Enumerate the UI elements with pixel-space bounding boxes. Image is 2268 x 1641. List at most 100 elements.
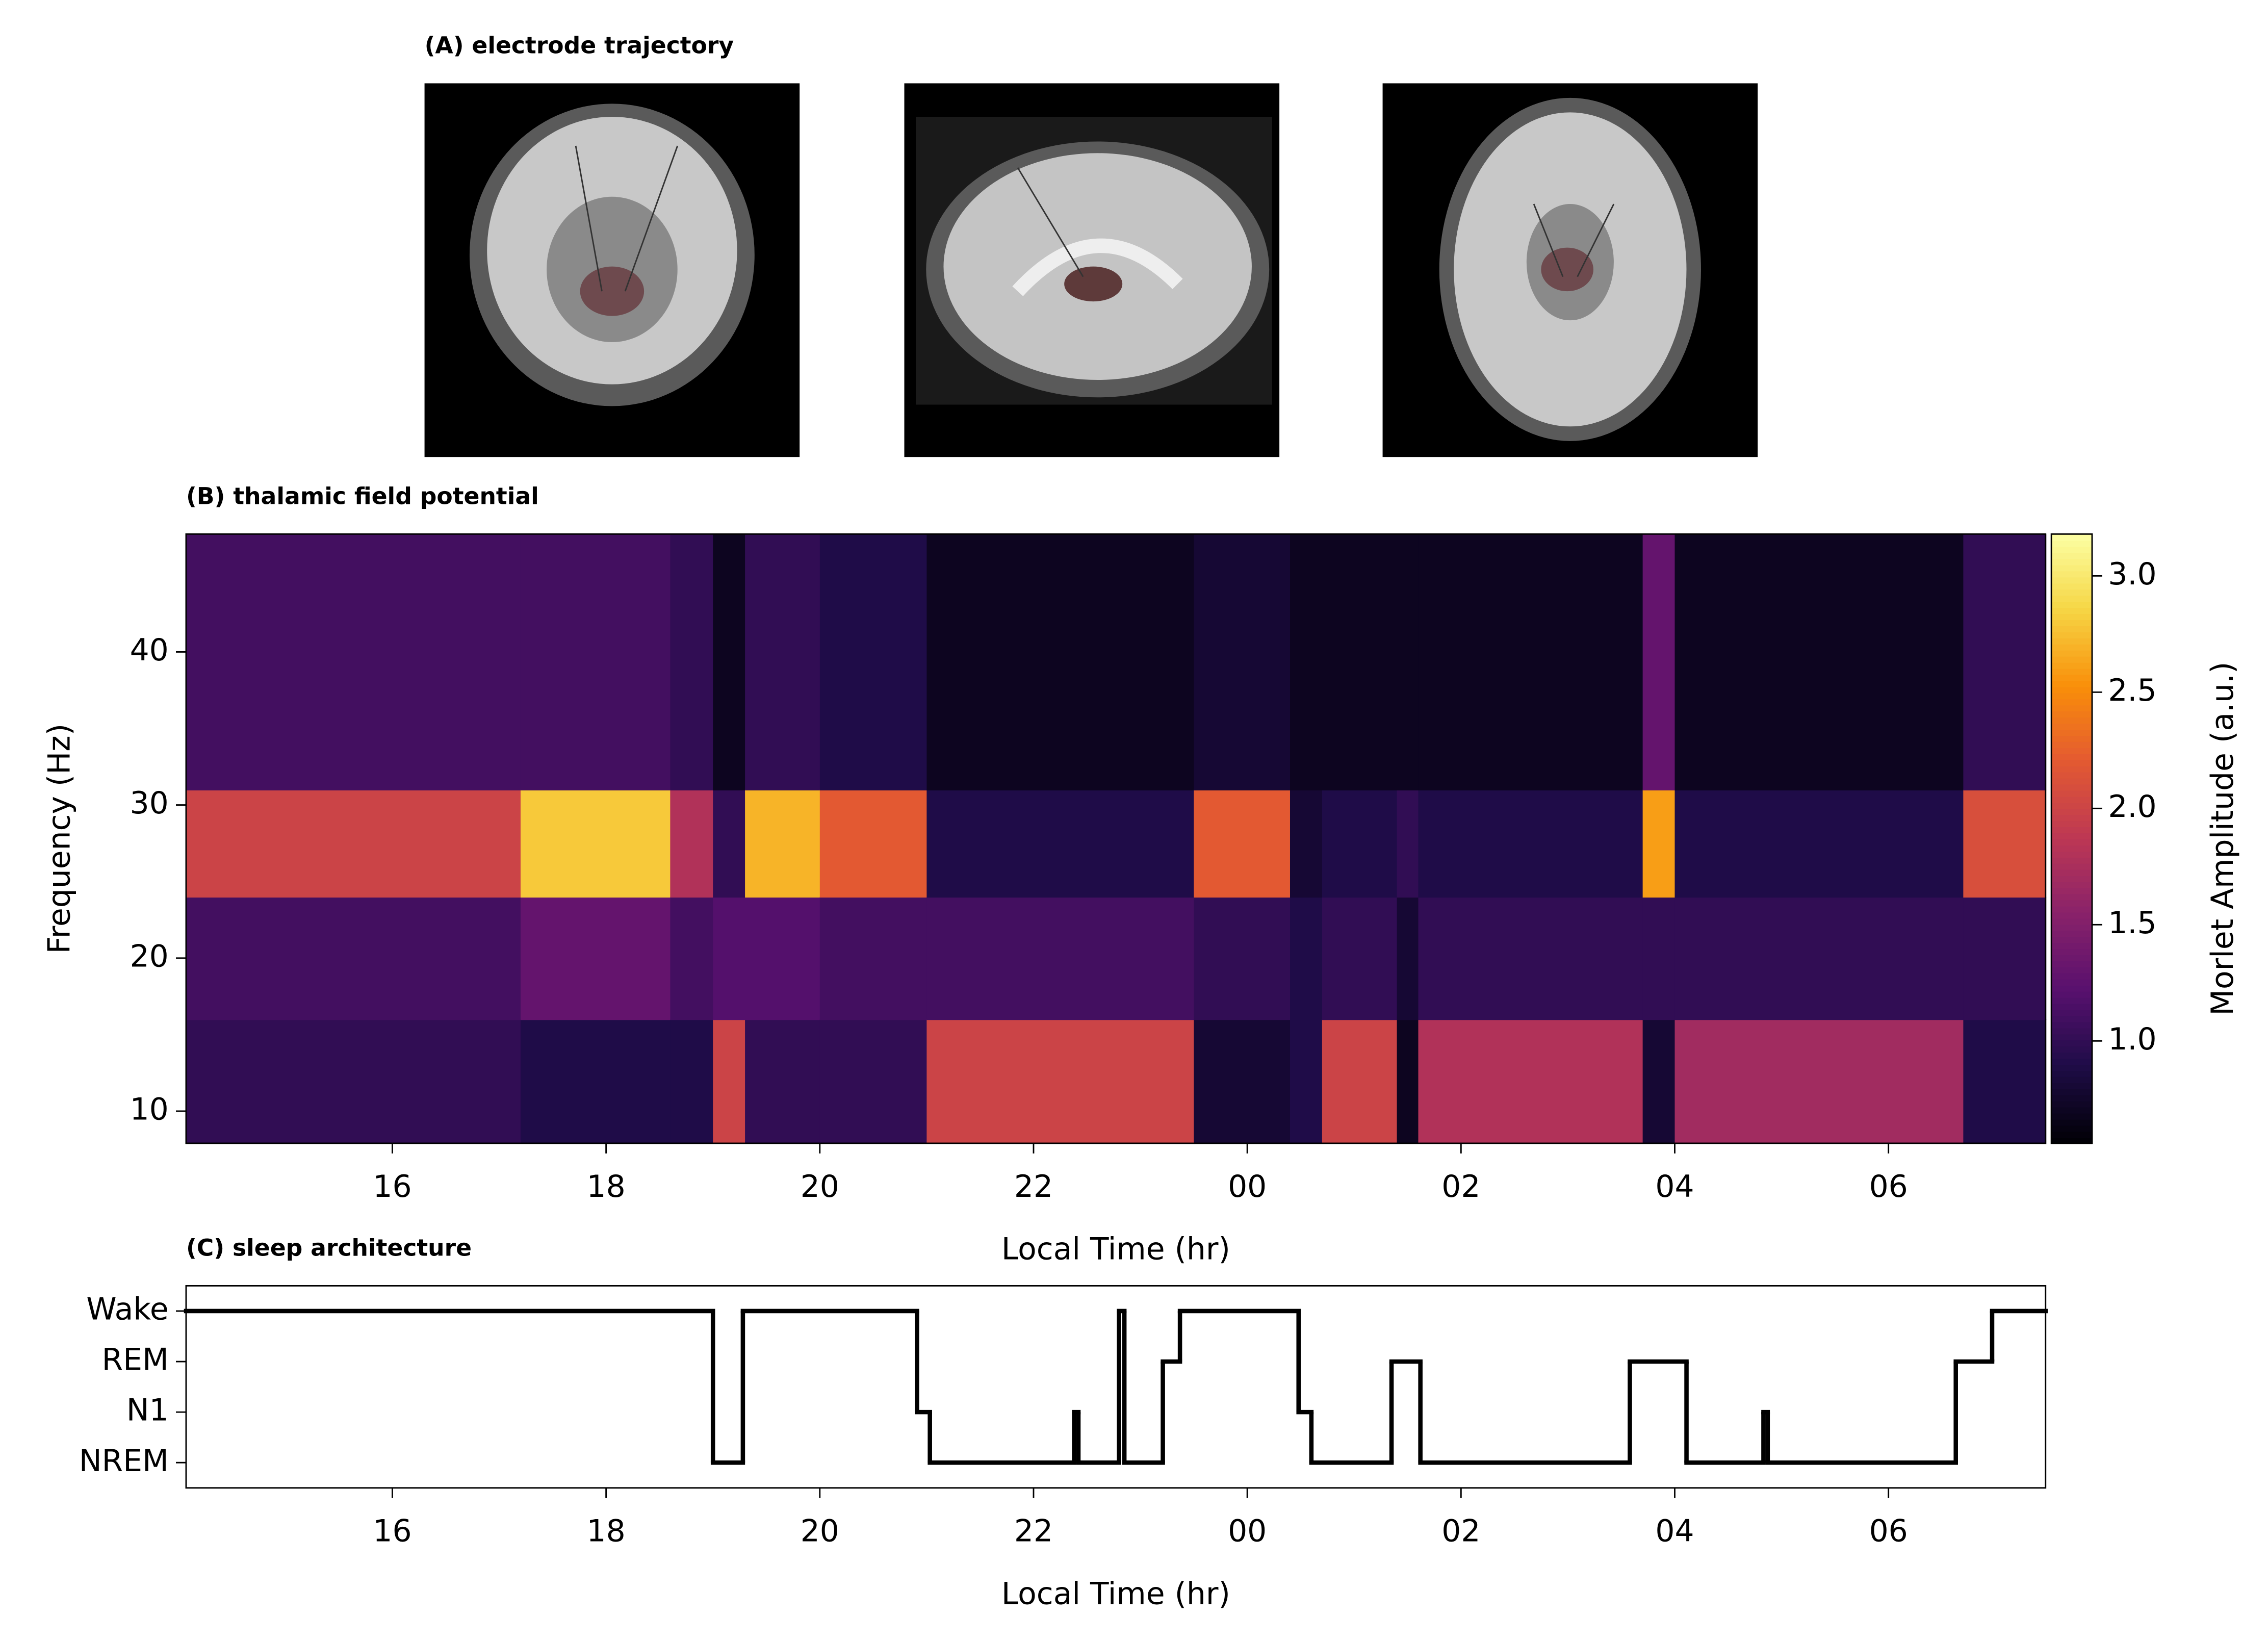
heatmap-cell bbox=[1194, 896, 1291, 1020]
heatmap-cell bbox=[1194, 1019, 1291, 1144]
colorbar-step bbox=[2051, 954, 2092, 962]
heatmap-cell bbox=[745, 789, 821, 898]
heatmap-cell bbox=[1418, 896, 1644, 1020]
plot-frame bbox=[185, 1285, 2047, 1489]
colorbar-step bbox=[2051, 930, 2092, 937]
colorbar-step bbox=[2051, 881, 2092, 888]
colorbar-step bbox=[2051, 900, 2092, 907]
colorbar-step bbox=[2051, 875, 2092, 882]
x-tick-label: 18 bbox=[587, 1169, 626, 1204]
colorbar-step bbox=[2051, 1058, 2092, 1065]
x-tick-label: 22 bbox=[1014, 1169, 1053, 1204]
heatmap-cell bbox=[819, 1019, 927, 1144]
heatmap-cell bbox=[713, 534, 746, 791]
heatmap-cell bbox=[520, 1019, 671, 1144]
heatmap-cell bbox=[1322, 534, 1398, 791]
heatmap-cell bbox=[1322, 1019, 1398, 1144]
colorbar-step bbox=[2051, 625, 2092, 632]
colorbar-step bbox=[2051, 912, 2092, 919]
panel-title: (B) thalamic field potential bbox=[186, 483, 539, 510]
colorbar-step bbox=[2051, 710, 2092, 718]
heatmap-cell bbox=[1642, 1019, 1676, 1144]
plot-frame bbox=[185, 533, 2047, 1144]
colorbar-tick-label: 1.0 bbox=[2108, 1021, 2156, 1057]
colorbar-step bbox=[2051, 893, 2092, 901]
colorbar-step bbox=[2051, 887, 2092, 894]
colorbar-step bbox=[2051, 565, 2092, 572]
heatmap-cell bbox=[1322, 896, 1398, 1020]
heatmap-cell bbox=[926, 534, 1195, 791]
colorbar-step bbox=[2051, 814, 2092, 822]
colorbar-step bbox=[2051, 1100, 2092, 1108]
heatmap-cell bbox=[186, 789, 522, 898]
colorbar-step bbox=[2051, 972, 2092, 980]
heatmap-cell bbox=[1397, 534, 1419, 791]
colorbar-step bbox=[2051, 765, 2092, 773]
panel-title: (A) electrode trajectory bbox=[425, 32, 734, 59]
colorbar-step bbox=[2051, 698, 2092, 706]
x-tick-label: 04 bbox=[1655, 1169, 1694, 1204]
heatmap-cell bbox=[1322, 789, 1398, 898]
colorbar-step bbox=[2051, 650, 2092, 657]
y-tick-label: 30 bbox=[130, 785, 169, 821]
heatmap-cell bbox=[1642, 896, 1676, 1020]
x-axis-label: Local Time (hr) bbox=[1001, 1576, 1230, 1611]
colorbar-step bbox=[2051, 588, 2092, 596]
colorbar-tick-label: 3.0 bbox=[2108, 556, 2156, 592]
heatmap-cell bbox=[1290, 896, 1323, 1020]
colorbar-step bbox=[2051, 631, 2092, 638]
brain-sagittal bbox=[904, 83, 1280, 457]
heatmap-cell bbox=[520, 534, 671, 791]
heatmap-cell bbox=[670, 789, 714, 898]
colorbar-step bbox=[2051, 601, 2092, 608]
colorbar-step bbox=[2051, 759, 2092, 766]
colorbar-label: Morlet Amplitude (a.u.) bbox=[2205, 662, 2240, 1016]
colorbar-step bbox=[2051, 1107, 2092, 1114]
heatmap-cell bbox=[1963, 1019, 2047, 1144]
colorbar-step bbox=[2051, 552, 2092, 559]
colorbar-step bbox=[2051, 985, 2092, 992]
colorbar-step bbox=[2051, 540, 2092, 547]
colorbar-step bbox=[2051, 997, 2092, 1004]
colorbar-step bbox=[2051, 686, 2092, 694]
heatmap-cell bbox=[713, 789, 746, 898]
heatmap-cell bbox=[186, 534, 522, 791]
heatmap-cell bbox=[186, 896, 522, 1020]
heatmap-cell bbox=[745, 534, 821, 791]
colorbar-step bbox=[2051, 1131, 2092, 1138]
colorbar-step bbox=[2051, 802, 2092, 809]
y-tick-label: NREM bbox=[79, 1443, 169, 1479]
colorbar-step bbox=[2051, 729, 2092, 736]
colorbar-step bbox=[2051, 674, 2092, 681]
heatmap-cell bbox=[713, 1019, 746, 1144]
colorbar-step bbox=[2051, 1003, 2092, 1010]
x-tick-label: 18 bbox=[587, 1514, 626, 1549]
y-tick-label: 20 bbox=[130, 938, 169, 974]
heatmap-cell bbox=[520, 896, 671, 1020]
heatmap-cell bbox=[1963, 896, 2047, 1020]
heatmap-cell bbox=[1397, 1019, 1419, 1144]
colorbar-step bbox=[2051, 906, 2092, 913]
heatmap-cell bbox=[1418, 534, 1644, 791]
colorbar-step bbox=[2051, 570, 2092, 578]
colorbar-step bbox=[2051, 784, 2092, 791]
colorbar-step bbox=[2051, 644, 2092, 651]
colorbar-step bbox=[2051, 1088, 2092, 1095]
colorbar-step bbox=[2051, 838, 2092, 846]
colorbar-step bbox=[2051, 960, 2092, 967]
colorbar-step bbox=[2051, 1033, 2092, 1041]
heatmap-cell bbox=[1674, 534, 1964, 791]
colorbar-step bbox=[2051, 656, 2092, 663]
colorbar-step bbox=[2051, 832, 2092, 840]
x-tick-label: 16 bbox=[373, 1514, 411, 1549]
heatmap-cell bbox=[1674, 789, 1964, 898]
heatmap-cell bbox=[1674, 896, 1964, 1020]
colorbar-step bbox=[2051, 692, 2092, 700]
colorbar-step bbox=[2051, 741, 2092, 748]
colorbar-tick-label: 2.0 bbox=[2108, 789, 2156, 825]
colorbar-step bbox=[2051, 796, 2092, 803]
heatmap-cell bbox=[670, 534, 714, 791]
colorbar-step bbox=[2051, 1076, 2092, 1083]
x-tick-label: 02 bbox=[1441, 1514, 1480, 1549]
